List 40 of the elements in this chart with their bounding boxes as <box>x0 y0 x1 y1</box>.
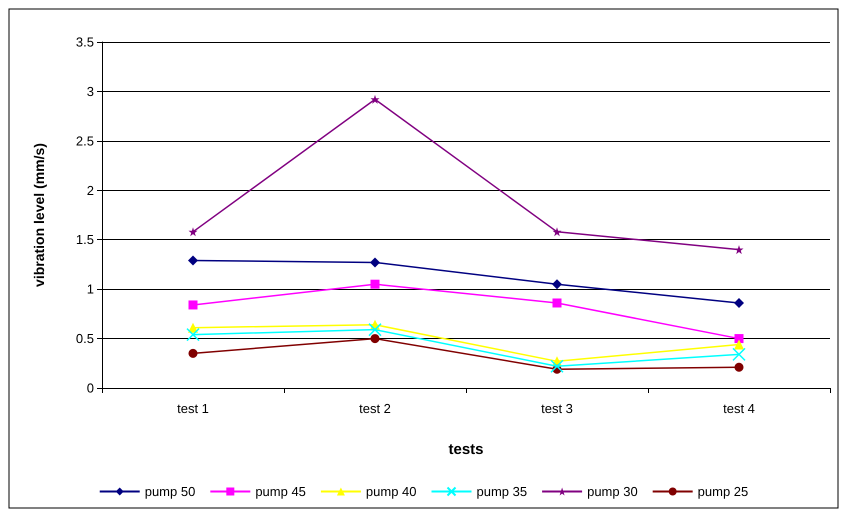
legend-label: pump 35 <box>476 484 528 499</box>
point <box>734 298 744 308</box>
point <box>370 280 380 289</box>
point <box>188 227 198 236</box>
point <box>370 94 380 104</box>
legend-label: pump 40 <box>366 484 417 499</box>
point <box>734 362 744 372</box>
point <box>734 340 744 350</box>
x-axis-title: tests <box>448 441 484 458</box>
point <box>368 322 382 336</box>
point <box>188 255 198 266</box>
y-axis-title: vibration level (mm/s) <box>31 143 47 287</box>
point <box>552 298 562 308</box>
point <box>186 328 200 342</box>
y-tick-label: 0.5 <box>76 331 94 346</box>
point <box>370 257 380 268</box>
legend-label: pump 30 <box>587 484 638 499</box>
x-tick-label: test 2 <box>359 401 391 416</box>
point <box>734 334 744 344</box>
y-tick-label: 3 <box>86 84 94 99</box>
point <box>552 227 562 236</box>
point <box>188 348 198 358</box>
y-tick-label: 2 <box>86 182 94 198</box>
legend-label: pump 45 <box>255 484 306 499</box>
y-tick-label: 1.5 <box>76 232 94 248</box>
legend-label: pump 50 <box>144 484 196 499</box>
x-tick-label: test 4 <box>723 401 755 416</box>
y-tick-label: 0 <box>86 380 94 396</box>
point <box>188 300 198 310</box>
y-tick-label: 2.5 <box>76 133 94 148</box>
y-tick-label: 3.5 <box>76 34 94 50</box>
x-tick-label: test 1 <box>177 401 209 416</box>
point <box>732 348 746 362</box>
x-tick-label: test 3 <box>541 401 573 416</box>
y-tick-label: 1 <box>86 282 94 297</box>
legend-label: pump 25 <box>698 484 748 499</box>
point <box>552 279 562 290</box>
point <box>370 334 380 344</box>
point <box>734 245 744 254</box>
point <box>550 360 564 373</box>
